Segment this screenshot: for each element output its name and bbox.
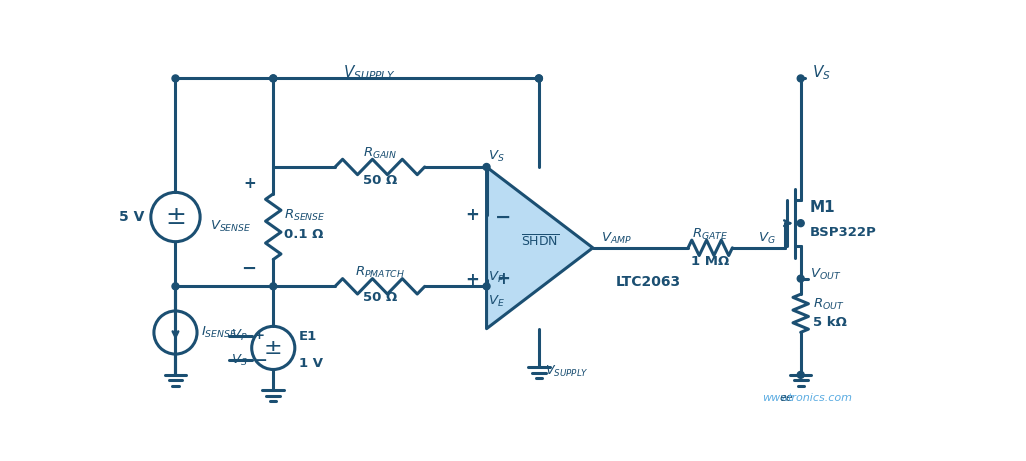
- Text: $R_{OUT}$: $R_{OUT}$: [813, 296, 844, 312]
- Text: 5 kΩ: 5 kΩ: [813, 316, 846, 329]
- Text: +: +: [254, 329, 265, 342]
- Circle shape: [270, 75, 277, 82]
- Text: ±: ±: [264, 338, 282, 358]
- Text: 50 Ω: 50 Ω: [363, 290, 397, 304]
- Text: 50 Ω: 50 Ω: [363, 174, 397, 187]
- Text: ±: ±: [165, 205, 186, 229]
- Text: E1: E1: [299, 330, 317, 343]
- Text: $R_{GATE}$: $R_{GATE}$: [693, 226, 728, 242]
- Text: www.: www.: [762, 393, 792, 403]
- Text: $V_E$: $V_E$: [488, 294, 505, 309]
- Circle shape: [797, 75, 804, 82]
- Text: +: +: [465, 271, 479, 289]
- Text: +: +: [497, 270, 510, 288]
- Circle shape: [172, 75, 179, 82]
- Circle shape: [483, 283, 490, 290]
- Text: $V_{SENSE}$: $V_{SENSE}$: [210, 219, 251, 234]
- Text: $V_{SUPPLY}$: $V_{SUPPLY}$: [545, 363, 589, 378]
- Circle shape: [483, 164, 490, 171]
- Circle shape: [172, 283, 179, 290]
- Text: 1 V: 1 V: [299, 357, 322, 370]
- Text: $R_{PMATCH}$: $R_{PMATCH}$: [355, 265, 405, 280]
- Text: $V_P$: $V_P$: [231, 328, 248, 343]
- Circle shape: [270, 283, 277, 290]
- Text: $V_P$: $V_P$: [488, 270, 505, 284]
- Text: M1: M1: [810, 200, 835, 215]
- Text: $R_{GAIN}$: $R_{GAIN}$: [363, 146, 397, 161]
- Text: $I_{SENSE}$: $I_{SENSE}$: [201, 325, 237, 340]
- Text: +: +: [465, 207, 479, 225]
- Text: $\overline{\rm SHDN}$: $\overline{\rm SHDN}$: [520, 234, 559, 249]
- Text: 5 V: 5 V: [119, 210, 145, 224]
- Text: −: −: [254, 353, 267, 368]
- Text: $V_S$: $V_S$: [813, 63, 831, 82]
- Text: +: +: [243, 177, 256, 191]
- Text: −: −: [496, 207, 512, 226]
- Text: $V_{AMP}$: $V_{AMP}$: [600, 231, 631, 246]
- Circle shape: [797, 372, 804, 378]
- Circle shape: [536, 75, 543, 82]
- Text: ee: ee: [779, 393, 793, 403]
- Text: $V_{SUPPLY}$: $V_{SUPPLY}$: [343, 63, 396, 82]
- Circle shape: [270, 75, 277, 82]
- Text: $V_S$: $V_S$: [488, 148, 505, 164]
- Text: $V_S$: $V_S$: [231, 353, 248, 368]
- Circle shape: [536, 75, 543, 82]
- Text: BSP322P: BSP322P: [810, 226, 876, 239]
- Circle shape: [797, 220, 804, 227]
- Text: 0.1 Ω: 0.1 Ω: [284, 228, 323, 241]
- Text: $V_{OUT}$: $V_{OUT}$: [810, 267, 841, 282]
- Polygon shape: [486, 167, 593, 329]
- Text: −: −: [241, 260, 256, 278]
- Text: LTC2063: LTC2063: [616, 276, 681, 290]
- Text: $V_G$: $V_G$: [758, 231, 776, 246]
- Text: $R_{SENSE}$: $R_{SENSE}$: [284, 208, 325, 224]
- Circle shape: [797, 275, 804, 282]
- Text: tronics.com: tronics.com: [787, 393, 852, 403]
- Text: 1 MΩ: 1 MΩ: [692, 255, 729, 268]
